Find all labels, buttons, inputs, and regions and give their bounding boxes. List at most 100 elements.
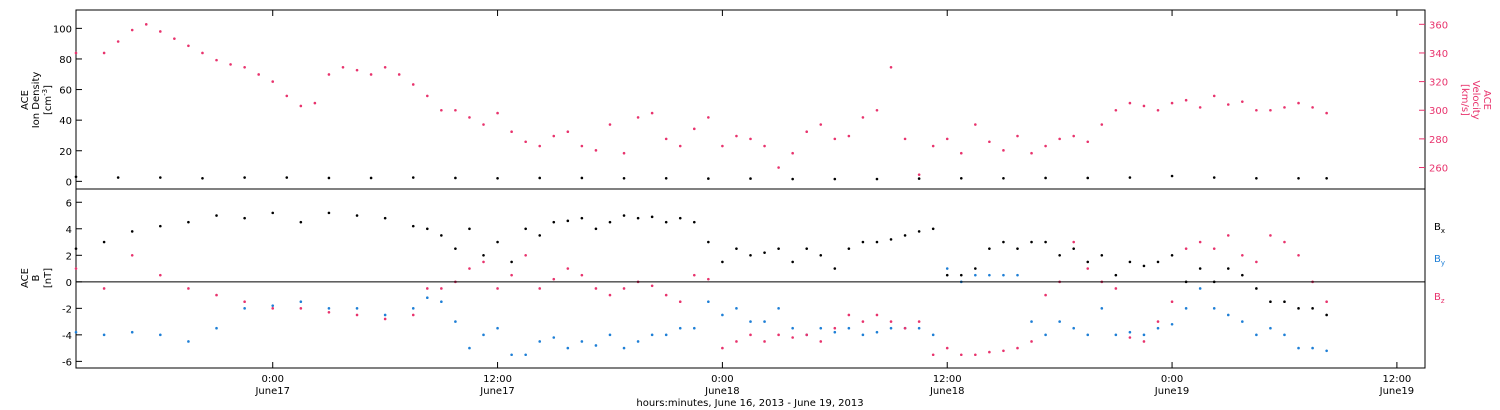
bz-point: [1128, 336, 1132, 339]
by-point: [1156, 326, 1160, 330]
top-series-1-point: [552, 134, 556, 138]
bx-point: [355, 214, 359, 217]
top-series-1-point: [215, 58, 218, 62]
by-point: [299, 300, 303, 304]
bz-point: [187, 287, 190, 290]
by-point: [1072, 326, 1075, 330]
top-series-1-point: [285, 94, 289, 98]
by-point: [1170, 322, 1174, 326]
bx-point: [243, 216, 246, 220]
top-series-1-point: [102, 51, 106, 55]
bz-point: [974, 353, 977, 357]
bz-point: [1325, 300, 1328, 304]
by-point: [650, 333, 654, 337]
top-series-1-point: [1114, 108, 1118, 112]
top-series-1-point: [917, 173, 921, 176]
x-tick-label-time: 12:00: [483, 374, 512, 385]
top-series-0-point: [1086, 176, 1090, 180]
top-series-1-point: [1241, 100, 1244, 103]
top-series-1-point: [1198, 106, 1202, 109]
top-series-1-point: [1226, 103, 1230, 106]
top-left-unit-base: [cm: [43, 96, 54, 115]
legend: Bx By Bz: [1434, 222, 1445, 305]
by-point: [721, 313, 724, 317]
legend-bz-sub: z: [1441, 297, 1445, 305]
by-point: [1283, 333, 1286, 337]
top-right-label-unit: [km/s]: [1459, 84, 1470, 116]
bx-point: [454, 247, 457, 250]
x-tick-label-date: June17: [254, 386, 290, 397]
top-right-tick-label: 320: [1429, 78, 1448, 89]
top-series-1-point: [903, 137, 907, 141]
bottom-left-axis: -6 -4 -2 0 2 4 6: [62, 198, 82, 368]
bx-point: [1283, 300, 1286, 304]
top-right-axis: 260 280 300 320 340 360: [1419, 20, 1448, 175]
bx-point: [426, 227, 429, 231]
top-series-1-point: [1325, 111, 1328, 115]
bx-point: [327, 211, 331, 215]
bx-point: [763, 251, 766, 254]
top-series-1-point: [1184, 98, 1188, 102]
top-series-1-point: [1255, 108, 1258, 112]
bx-point: [861, 240, 865, 244]
bz-point: [1016, 346, 1019, 350]
bx-point: [735, 247, 738, 250]
by-point: [1198, 287, 1202, 290]
x-tick-label-time: 12:00: [1382, 374, 1411, 385]
top-series-1-point: [833, 137, 837, 141]
by-point: [74, 330, 78, 334]
bz-point: [1212, 247, 1216, 250]
top-series-1-point: [749, 137, 752, 141]
top-series-1-point: [580, 144, 584, 148]
bx-point: [1297, 307, 1300, 310]
bz-point: [721, 346, 724, 350]
legend-bx-sub: x: [1441, 227, 1445, 235]
bz-point: [159, 273, 162, 277]
bx-point: [833, 267, 837, 270]
bz-point: [1030, 340, 1033, 343]
top-series-1-point: [538, 144, 542, 148]
bz-point: [1184, 247, 1188, 250]
by-point: [833, 330, 837, 334]
top-series-1-point: [945, 137, 949, 141]
bz-point: [468, 267, 471, 270]
bz-point: [931, 353, 935, 357]
by-point: [1325, 349, 1328, 353]
top-series-0-point: [1255, 176, 1258, 180]
by-point: [102, 333, 106, 337]
bx-point: [299, 220, 303, 224]
top-left-tick-label: 60: [59, 86, 72, 97]
bx-point: [1325, 313, 1328, 317]
by-point: [327, 307, 331, 310]
bz-point: [692, 273, 696, 277]
bx-point: [931, 227, 935, 231]
legend-by-base: B: [1434, 254, 1441, 265]
bz-point: [763, 340, 766, 343]
bz-point: [622, 287, 626, 290]
bx-point: [187, 220, 190, 224]
x-tick-label-time: 0:00: [261, 374, 283, 385]
top-right-tick-label: 340: [1429, 49, 1448, 60]
top-series-1-point: [468, 116, 471, 119]
legend-bx-base: B: [1434, 222, 1441, 233]
top-series-1-point: [383, 65, 387, 69]
top-series-0-point: [1170, 174, 1174, 178]
bz-point: [482, 260, 485, 264]
bx-point: [749, 253, 752, 257]
by-point: [1142, 333, 1146, 337]
top-right-tick-label: 300: [1429, 106, 1448, 117]
top-series-0-point: [159, 176, 162, 179]
top-series-1-point: [566, 130, 570, 134]
by-point: [510, 353, 513, 357]
bottom-left-tick-label: 4: [66, 225, 72, 236]
bz-point: [1002, 349, 1005, 353]
top-left-tick-label: 20: [59, 147, 72, 158]
top-series-0-point: [875, 177, 879, 181]
top-series-1-point: [1170, 101, 1174, 105]
by-point: [622, 346, 626, 350]
by-point: [988, 273, 991, 277]
bz-point: [1226, 234, 1230, 237]
bx-point: [538, 234, 542, 237]
bx-point: [383, 216, 387, 220]
bz-point: [594, 287, 598, 290]
